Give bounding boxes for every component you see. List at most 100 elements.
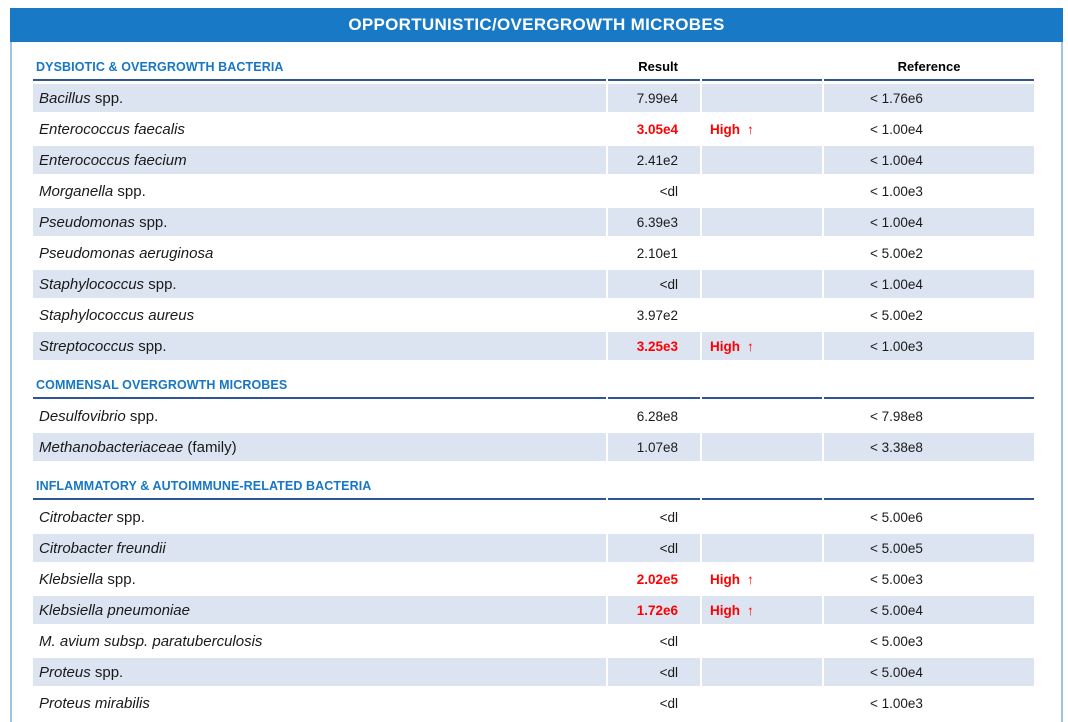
reference-value: < 1.00e4	[824, 208, 1034, 236]
table-row: Enterococcus faecium 2.41e2 < 1.00e4	[33, 146, 1034, 174]
organism-name-suffix: spp.	[125, 407, 159, 425]
reference-value: < 1.76e6	[824, 84, 1034, 112]
organism-name: Methanobacteriaceae	[39, 438, 184, 456]
result-value: <dl	[659, 509, 678, 525]
section-title: INFLAMMATORY & AUTOIMMUNE-RELATED BACTER…	[33, 477, 606, 500]
report-panel: DYSBIOTIC & OVERGROWTH BACTERIA Result R…	[10, 42, 1063, 722]
reference-value: < 1.00e4	[824, 146, 1034, 174]
organism-name-suffix: spp.	[134, 213, 168, 231]
table-row: Proteus mirabilis <dl < 1.00e3	[33, 689, 1034, 717]
result-value: 2.41e2	[608, 146, 700, 174]
result-value: 2.10e1	[636, 245, 678, 261]
high-flag: High	[710, 338, 740, 354]
organism-name: Bacillus	[39, 89, 91, 107]
table-row: Proteus spp. <dl < 5.00e4	[33, 658, 1034, 686]
reference-value: < 1.00e4	[870, 121, 923, 137]
table-row: Enterococcus faecalis 3.05e4 High ↑ < 1.0…	[33, 115, 1034, 143]
organism-name: Enterococcus faecium	[39, 151, 187, 169]
organism-name-suffix: spp.	[113, 182, 146, 200]
reference-column-header	[824, 376, 1034, 399]
organism-name: Citrobacter	[39, 508, 113, 526]
table-row: Citrobacter freundii <dl < 5.00e5	[33, 534, 1034, 562]
reference-value: < 1.00e4	[824, 270, 1034, 298]
reference-column-header: Reference	[824, 57, 1034, 81]
reference-value: < 5.00e3	[870, 633, 923, 649]
reference-column-header	[824, 477, 1034, 500]
organism-name: Proteus mirabilis	[39, 694, 150, 712]
table-row: Bacillus spp. 7.99e4 < 1.76e6	[33, 84, 1034, 112]
table-row: Klebsiella pneumoniae 1.72e6 High ↑ < 5.0…	[33, 596, 1034, 624]
organism-name: Pseudomonas aeruginosa	[39, 244, 214, 262]
organism-name-suffix: spp.	[103, 570, 136, 588]
section-title: COMMENSAL OVERGROWTH MICROBES	[33, 376, 606, 399]
organism-name: Proteus	[39, 663, 91, 681]
result-value: 6.39e3	[608, 208, 700, 236]
table-row: Staphylococcus spp. <dl < 1.00e4	[33, 270, 1034, 298]
organism-name-suffix: spp.	[90, 89, 124, 107]
organism-name-suffix: (family)	[183, 438, 237, 456]
reference-value: < 5.00e2	[870, 307, 923, 323]
result-value: <dl	[608, 270, 700, 298]
report-title-bar: OPPORTUNISTIC/OVERGROWTH MICROBES	[10, 8, 1063, 42]
table-row: Citrobacter spp. <dl < 5.00e6	[33, 503, 1034, 531]
reference-value: < 1.00e3	[870, 183, 923, 199]
table-row: Klebsiella spp. 2.02e5 High ↑ < 5.00e3	[33, 565, 1034, 593]
result-value: <dl	[608, 658, 700, 686]
organism-name: Citrobacter freundii	[39, 539, 166, 557]
table-row: M. avium subsp. paratuberculosis <dl < 5…	[33, 627, 1034, 655]
result-value: <dl	[608, 534, 700, 562]
section-commensal-overgrowth-microbes: COMMENSAL OVERGROWTH MICROBES Desulfovib…	[31, 373, 1036, 464]
result-value: <dl	[659, 633, 678, 649]
up-arrow-icon: ↑	[747, 338, 754, 354]
section-title: DYSBIOTIC & OVERGROWTH BACTERIA	[33, 57, 606, 81]
up-arrow-icon: ↑	[747, 121, 754, 137]
organism-name: M. avium subsp. paratuberculosis	[39, 632, 263, 650]
high-flag: High	[710, 602, 740, 618]
organism-name-suffix: spp.	[112, 508, 145, 526]
organism-name: Enterococcus faecalis	[39, 120, 185, 138]
flag-column-header	[702, 477, 822, 500]
result-value: <dl	[659, 695, 678, 711]
flag-column-header	[702, 376, 822, 399]
result-column-header	[608, 477, 700, 500]
high-flag: High	[710, 571, 740, 587]
result-value: 6.28e8	[636, 408, 678, 424]
organism-name: Pseudomonas	[39, 213, 135, 231]
flag-column-header	[702, 57, 822, 81]
reference-value: < 5.00e4	[824, 658, 1034, 686]
section-header-row: DYSBIOTIC & OVERGROWTH BACTERIA Result R…	[33, 57, 1034, 81]
reference-value: < 5.00e5	[824, 534, 1034, 562]
organism-name-suffix: spp.	[134, 337, 167, 355]
section-dysbiotic-overgrowth-bacteria: DYSBIOTIC & OVERGROWTH BACTERIA Result R…	[31, 54, 1036, 363]
reference-value: < 1.00e3	[870, 695, 923, 711]
section-header-row: COMMENSAL OVERGROWTH MICROBES	[33, 376, 1034, 399]
table-row: Pseudomonas aeruginosa 2.10e1 < 5.00e2	[33, 239, 1034, 267]
reference-value: < 5.00e3	[870, 571, 923, 587]
organism-name: Staphylococcus aureus	[39, 306, 195, 324]
up-arrow-icon: ↑	[747, 602, 754, 618]
result-value: 1.72e6	[608, 596, 700, 624]
table-row: Methanobacteriaceae (family) 1.07e8 < 3.…	[33, 433, 1034, 461]
result-value: 3.97e2	[636, 307, 678, 323]
table-row: Desulfovibrio spp. 6.28e8 < 7.98e8	[33, 402, 1034, 430]
report-content: DYSBIOTIC & OVERGROWTH BACTERIA Result R…	[12, 42, 1061, 720]
result-value: 3.05e4	[636, 121, 678, 137]
reference-value: < 5.00e2	[870, 245, 923, 261]
result-value: <dl	[659, 183, 678, 199]
organism-name: Desulfovibrio	[39, 407, 126, 425]
result-value: 2.02e5	[636, 571, 678, 587]
high-flag: High	[710, 121, 740, 137]
organism-name: Morganella	[39, 182, 114, 200]
reference-value: < 7.98e8	[870, 408, 923, 424]
table-row: Streptococcus spp. 3.25e3 High ↑ < 1.00e3	[33, 332, 1034, 360]
result-column-header: Result	[608, 57, 700, 81]
reference-value: < 5.00e4	[824, 596, 1034, 624]
result-value: 7.99e4	[608, 84, 700, 112]
organism-name-suffix: spp.	[144, 275, 177, 293]
reference-value: < 5.00e6	[870, 509, 923, 525]
table-row: Morganella spp. <dl < 1.00e3	[33, 177, 1034, 205]
organism-name: Klebsiella pneumoniae	[39, 601, 190, 619]
organism-name-suffix: spp.	[90, 663, 124, 681]
up-arrow-icon: ↑	[747, 571, 754, 587]
result-column-header	[608, 376, 700, 399]
